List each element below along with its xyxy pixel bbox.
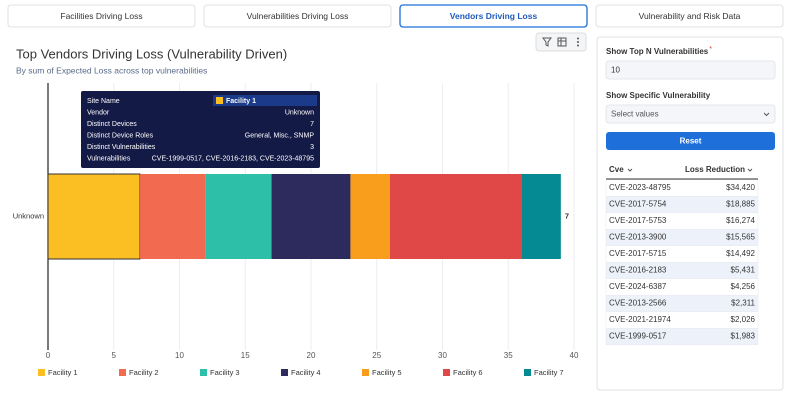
reset-button[interactable] xyxy=(606,132,775,150)
loss-cell: $1,983 xyxy=(731,332,756,341)
cve-cell: CVE-2013-2566 xyxy=(609,299,667,308)
cve-cell: CVE-2017-5715 xyxy=(609,249,667,258)
cve-cell: CVE-2021-21974 xyxy=(609,315,671,324)
bar-segment[interactable] xyxy=(521,174,561,259)
table-row xyxy=(605,328,759,345)
y-tick-label: Unknown xyxy=(13,211,44,220)
loss-cell: $2,026 xyxy=(731,315,756,324)
tooltip-key: Distinct Vulnerabilities xyxy=(87,144,156,151)
legend-swatch[interactable] xyxy=(524,369,531,376)
cve-cell: CVE-2017-5754 xyxy=(609,200,667,209)
x-tick-label: 0 xyxy=(46,351,51,360)
x-tick-label: 10 xyxy=(175,351,184,360)
reset-label[interactable]: Reset xyxy=(680,137,702,146)
tooltip-highlight xyxy=(213,95,317,106)
cve-cell: CVE-1999-0517 xyxy=(609,332,667,341)
tooltip-value: 3 xyxy=(310,144,314,151)
legend-swatch[interactable] xyxy=(119,369,126,376)
cve-cell: CVE-2016-2183 xyxy=(609,266,667,275)
bar-segment[interactable] xyxy=(205,174,272,259)
loss-cell: $18,885 xyxy=(726,200,755,209)
filter-icon[interactable] xyxy=(542,37,552,47)
tab[interactable] xyxy=(595,4,784,28)
filter-label: Show Top N Vulnerabilities xyxy=(606,47,709,56)
chart-toolbar xyxy=(535,32,587,52)
tab[interactable] xyxy=(7,4,196,28)
required-mark: * xyxy=(709,46,712,53)
bar-segment[interactable] xyxy=(389,174,522,259)
tab[interactable] xyxy=(399,4,588,28)
top-n-value: 10 xyxy=(611,66,620,75)
legend-swatch[interactable] xyxy=(200,369,207,376)
loss-cell: $4,256 xyxy=(731,282,756,291)
loss-cell: $5,431 xyxy=(731,266,756,275)
loss-cell: $16,274 xyxy=(726,216,755,225)
select-placeholder: Select values xyxy=(611,110,659,119)
tooltip-key: Distinct Devices xyxy=(87,121,137,128)
tooltip-key: Site Name xyxy=(87,98,120,105)
chart-title: Top Vendors Driving Loss (Vulnerability … xyxy=(16,46,287,61)
cve-cell: CVE-2024-6387 xyxy=(609,282,667,291)
tab[interactable] xyxy=(203,4,392,28)
bar-segment[interactable] xyxy=(140,174,206,259)
x-tick-label: 40 xyxy=(570,351,579,360)
legend-label[interactable]: Facility 7 xyxy=(534,368,564,377)
tooltip-key: Vendor xyxy=(87,109,110,116)
cve-cell: CVE-2013-3900 xyxy=(609,233,667,242)
column-header[interactable]: Cve xyxy=(609,165,624,174)
loss-cell: $2,311 xyxy=(731,299,755,308)
legend-label[interactable]: Facility 1 xyxy=(48,368,78,377)
bar-segment[interactable] xyxy=(271,174,351,259)
tooltip-key: Vulnerabilities xyxy=(87,155,131,162)
bar-end-label: 7 xyxy=(565,211,569,220)
chart-subtitle: By sum of Expected Loss across top vulne… xyxy=(16,65,207,75)
legend-label[interactable]: Facility 5 xyxy=(372,368,402,377)
legend-label[interactable]: Facility 6 xyxy=(453,368,483,377)
tab-label: Vendors Driving Loss xyxy=(450,11,538,21)
x-tick-label: 35 xyxy=(504,351,513,360)
x-tick-label: 30 xyxy=(438,351,447,360)
loss-cell: $14,492 xyxy=(726,249,755,258)
legend-label[interactable]: Facility 2 xyxy=(129,368,159,377)
legend-label[interactable]: Facility 3 xyxy=(210,368,240,377)
legend-swatch[interactable] xyxy=(38,369,45,376)
tooltip-value: General, Misc., SNMP xyxy=(245,132,315,139)
legend-swatch[interactable] xyxy=(362,369,369,376)
tooltip-key: Distinct Device Roles xyxy=(87,132,154,139)
x-tick-label: 15 xyxy=(241,351,250,360)
tooltip-value: Facility 1 xyxy=(226,98,256,105)
legend-swatch[interactable] xyxy=(443,369,450,376)
loss-cell: $15,565 xyxy=(726,233,755,242)
top-n-input[interactable] xyxy=(605,60,776,80)
table-icon[interactable] xyxy=(557,37,567,47)
bar-segment[interactable] xyxy=(350,174,390,259)
cve-cell: CVE-2017-5753 xyxy=(609,216,667,225)
column-header[interactable]: Loss Reduction xyxy=(685,165,745,174)
vulnerability-select[interactable] xyxy=(605,104,776,124)
x-tick-label: 5 xyxy=(112,351,117,360)
bar-segment[interactable] xyxy=(47,173,141,260)
more-icon[interactable] xyxy=(577,37,579,47)
tooltip-value: 7 xyxy=(310,121,314,128)
select-caret xyxy=(763,112,770,117)
tab-label: Vulnerability and Risk Data xyxy=(639,11,741,21)
tooltip-value: Unknown xyxy=(285,109,314,116)
tab-label: Facilities Driving Loss xyxy=(60,11,142,21)
sort-caret xyxy=(747,168,753,172)
legend-swatch[interactable] xyxy=(281,369,288,376)
x-tick-label: 20 xyxy=(307,351,316,360)
loss-cell: $34,420 xyxy=(726,183,755,192)
x-tick-label: 25 xyxy=(372,351,381,360)
tooltip-swatch xyxy=(216,97,223,104)
filter-label: Show Specific Vulnerability xyxy=(606,91,711,100)
cve-cell: CVE-2023-48795 xyxy=(609,183,671,192)
tooltip xyxy=(81,91,320,168)
sort-caret xyxy=(627,168,633,172)
legend-label[interactable]: Facility 4 xyxy=(291,368,321,377)
tab-label: Vulnerabilities Driving Loss xyxy=(247,11,349,21)
tooltip-value: CVE-1999-0517, CVE-2016-2183, CVE-2023-4… xyxy=(152,155,314,162)
